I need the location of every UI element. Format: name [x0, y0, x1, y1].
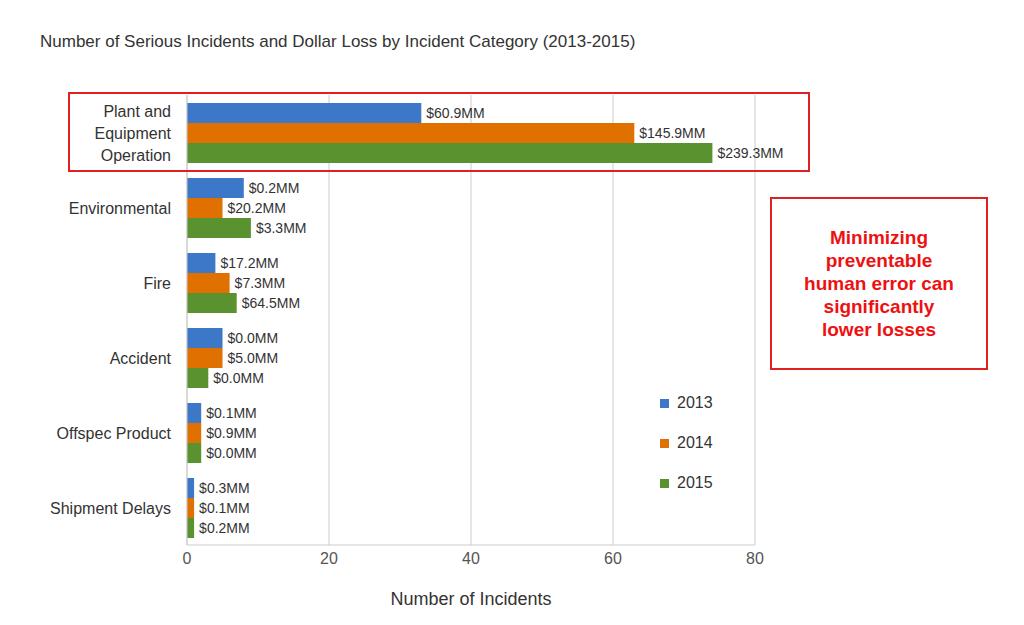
- svg-text:Shipment Delays: Shipment Delays: [50, 500, 171, 517]
- svg-text:$5.0MM: $5.0MM: [228, 350, 279, 366]
- svg-text:$60.9MM: $60.9MM: [426, 105, 484, 121]
- svg-text:Number of Incidents: Number of Incidents: [390, 589, 551, 609]
- svg-text:60: 60: [604, 550, 622, 567]
- svg-text:20: 20: [320, 550, 338, 567]
- svg-text:$64.5MM: $64.5MM: [242, 295, 300, 311]
- svg-text:$0.0MM: $0.0MM: [213, 370, 264, 386]
- svg-text:80: 80: [746, 550, 764, 567]
- svg-text:40: 40: [462, 550, 480, 567]
- html-text:Minimizing preventable human e: Minimizing preventable human error can s…: [804, 227, 954, 340]
- svg-text:$0.3MM: $0.3MM: [199, 480, 250, 496]
- svg-text:Accident: Accident: [110, 350, 172, 367]
- svg-text:Plant andEquipmentOperation: Plant andEquipmentOperation: [95, 103, 172, 164]
- svg-text:$0.2MM: $0.2MM: [249, 180, 300, 196]
- html-text:2013: 2013: [677, 394, 713, 411]
- svg-text:$239.3MM: $239.3MM: [717, 145, 783, 161]
- svg-text:$0.9MM: $0.9MM: [206, 425, 257, 441]
- svg-text:$17.2MM: $17.2MM: [220, 255, 278, 271]
- svg-text:0: 0: [183, 550, 192, 567]
- html-text:2014: 2014: [677, 434, 713, 451]
- svg-text:$145.9MM: $145.9MM: [639, 125, 705, 141]
- svg-text:$0.0MM: $0.0MM: [206, 445, 257, 461]
- html-text:Number of Serious Incidents an: Number of Serious Incidents and Dollar L…: [40, 32, 636, 51]
- svg-text:$0.2MM: $0.2MM: [199, 520, 250, 536]
- svg-text:$7.3MM: $7.3MM: [235, 275, 286, 291]
- svg-text:$3.3MM: $3.3MM: [256, 220, 307, 236]
- svg-text:$0.1MM: $0.1MM: [206, 405, 257, 421]
- svg-text:$20.2MM: $20.2MM: [228, 200, 286, 216]
- svg-text:$0.1MM: $0.1MM: [199, 500, 250, 516]
- svg-text:Environmental: Environmental: [69, 200, 171, 217]
- html-text:2015: 2015: [677, 474, 713, 491]
- svg-text:Offspec Product: Offspec Product: [57, 425, 172, 442]
- svg-text:$0.0MM: $0.0MM: [228, 330, 279, 346]
- svg-text:Fire: Fire: [143, 275, 171, 292]
